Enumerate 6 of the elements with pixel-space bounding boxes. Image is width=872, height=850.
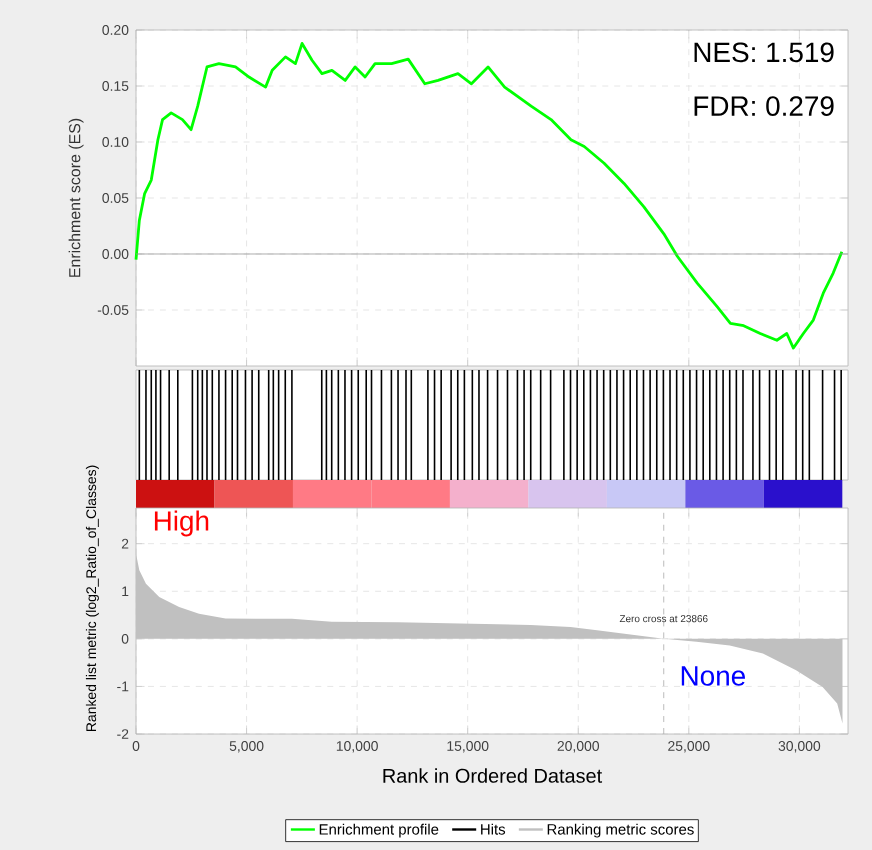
x-axis-title: Rank in Ordered Dataset (383, 768, 603, 783)
annotation: NES: 1.519 (694, 42, 834, 63)
annotation: FDR: 0.279 (694, 96, 834, 116)
annotation: None (681, 666, 745, 686)
annotation: High (154, 510, 209, 537)
line-series (134, 42, 844, 350)
